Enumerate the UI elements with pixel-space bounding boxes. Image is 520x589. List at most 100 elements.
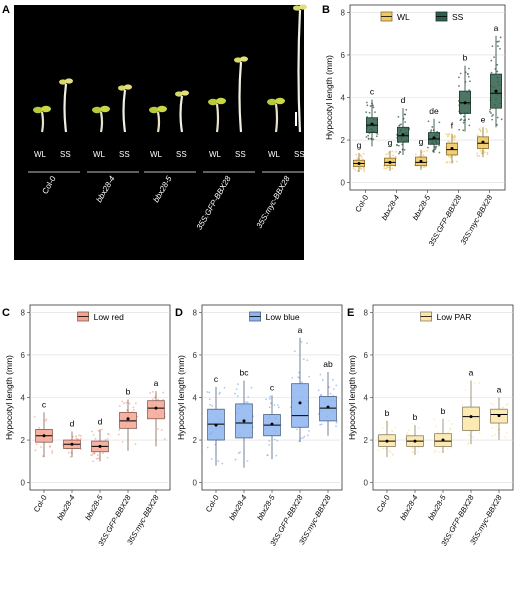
wl-seedling-leaf xyxy=(100,105,110,113)
data-point xyxy=(218,393,221,395)
y-tick-label: 2 xyxy=(341,136,346,145)
y-tick-label: 2 xyxy=(21,436,26,445)
data-point xyxy=(486,151,489,154)
significance-letter: c xyxy=(42,399,47,409)
significance-letter: e xyxy=(481,114,486,124)
ss-seedling-leaf xyxy=(299,4,307,10)
data-point xyxy=(72,435,74,438)
data-point xyxy=(485,128,488,130)
data-point xyxy=(79,434,82,437)
data-point xyxy=(476,134,479,137)
data-point xyxy=(461,403,464,406)
data-point xyxy=(302,358,305,361)
y-tick-label: 6 xyxy=(341,51,346,60)
significance-letter: g xyxy=(388,138,393,148)
data-point xyxy=(360,168,363,171)
data-point xyxy=(265,398,267,401)
data-point xyxy=(44,419,47,422)
data-point xyxy=(208,391,211,394)
data-point xyxy=(335,421,338,424)
ss-seedling-leaf xyxy=(181,90,189,96)
data-point xyxy=(367,137,370,140)
data-point xyxy=(34,449,37,452)
mean-marker xyxy=(388,160,392,164)
mean-marker xyxy=(463,101,467,105)
data-point xyxy=(92,433,95,436)
mean-marker xyxy=(242,419,246,423)
condition-label: WL xyxy=(93,150,106,159)
data-point xyxy=(438,144,441,147)
data-point xyxy=(387,153,390,155)
data-point xyxy=(404,113,407,116)
data-point xyxy=(291,376,294,379)
data-point xyxy=(480,152,483,155)
data-point xyxy=(92,452,95,455)
condition-label: SS xyxy=(235,150,246,159)
significance-letter: a xyxy=(497,385,502,395)
panel-label: E xyxy=(347,307,354,319)
data-point xyxy=(67,451,70,454)
data-point xyxy=(424,165,427,168)
data-point xyxy=(404,121,407,123)
data-point xyxy=(269,395,272,398)
y-tick-label: 8 xyxy=(193,308,198,317)
data-point xyxy=(478,154,481,157)
data-point xyxy=(489,108,492,111)
data-point xyxy=(406,431,409,434)
data-point xyxy=(478,431,481,434)
x-tick-label: Col-0 xyxy=(204,494,221,514)
data-point xyxy=(93,451,96,454)
significance-letter: a xyxy=(469,367,474,377)
data-point xyxy=(223,386,226,389)
data-point xyxy=(153,396,156,399)
data-point xyxy=(450,446,453,449)
data-point xyxy=(276,439,279,442)
data-point xyxy=(321,379,324,381)
data-point xyxy=(133,408,135,411)
data-point xyxy=(332,388,335,390)
data-point xyxy=(126,409,128,411)
data-point xyxy=(157,398,160,401)
legend-label: WL xyxy=(397,12,410,22)
data-point xyxy=(237,383,239,386)
data-point xyxy=(434,448,437,451)
data-point xyxy=(368,111,371,114)
data-point xyxy=(500,118,503,121)
condition-label: WL xyxy=(34,150,47,159)
data-point xyxy=(490,59,493,62)
mean-marker xyxy=(432,136,436,140)
mean-marker xyxy=(441,438,445,442)
data-point xyxy=(362,152,365,155)
data-point xyxy=(486,129,489,132)
x-tick-label: Col-0 xyxy=(32,494,49,514)
data-point xyxy=(435,450,438,453)
ss-seedling-stem xyxy=(238,61,243,133)
significance-letter: b xyxy=(126,387,131,397)
data-point xyxy=(317,389,320,392)
data-point xyxy=(427,146,429,149)
ss-seedling-leaf xyxy=(175,91,183,97)
data-point xyxy=(434,148,437,151)
mean-marker xyxy=(154,406,158,410)
y-tick-label: 6 xyxy=(193,351,198,360)
data-point xyxy=(488,110,491,113)
x-tick-label: bbx28-5 xyxy=(255,493,277,522)
y-tick-label: 0 xyxy=(193,479,198,488)
condition-label: WL xyxy=(150,150,163,159)
panel-label: C xyxy=(2,307,10,319)
data-point xyxy=(472,436,475,439)
data-point xyxy=(335,384,338,387)
data-point xyxy=(97,457,100,460)
data-point xyxy=(118,405,121,407)
data-point xyxy=(372,138,375,141)
data-point xyxy=(414,153,417,156)
data-point xyxy=(157,427,159,430)
mean-marker xyxy=(370,122,374,126)
data-point xyxy=(363,170,366,173)
data-point xyxy=(206,391,209,393)
mean-marker xyxy=(413,439,417,443)
data-point xyxy=(446,161,449,164)
data-point xyxy=(365,136,368,138)
data-point xyxy=(397,144,400,147)
data-point xyxy=(75,435,77,438)
